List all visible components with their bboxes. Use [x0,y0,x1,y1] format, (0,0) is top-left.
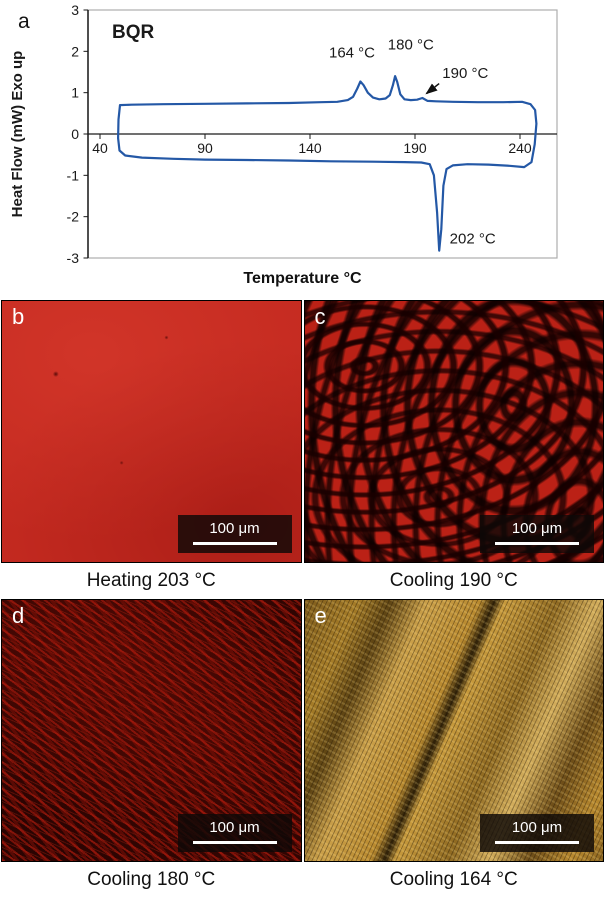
y-tick-label: -1 [67,167,80,183]
peak-annotation: 164 °C [329,45,375,62]
scale-bar-label: 100 μm [209,819,260,836]
peak-annotation: 180 °C [388,36,434,53]
caption-row-1: Heating 203 °C Cooling 190 °C [0,563,605,599]
y-tick-label: -2 [67,209,80,225]
y-axis-ticks: 3 2 1 0 -1 -2 -3 [67,2,88,266]
caption-row-2: Cooling 180 °C Cooling 164 °C [0,862,605,898]
x-tick-label: 240 [508,140,532,156]
x-axis-title: Temperature °C [243,270,362,287]
scale-bar-label: 100 μm [209,520,260,537]
panel-label-d: d [12,603,25,628]
y-axis-title: Heat Flow (mW) Exo up [9,51,26,218]
scale-bar-line [192,542,277,545]
scale-bar: 100 μm [480,515,594,553]
caption-cooling-164: Cooling 164 °C [389,869,518,890]
micrograph-cooling-180: d 100 μm [1,599,302,862]
micrograph-row-1: b 100 μm c 100 μm [0,300,605,563]
scale-bar-line [495,542,579,545]
caption-cooling-180: Cooling 180 °C [87,869,216,890]
scale-bar-label: 100 μm [511,520,563,537]
x-tick-label: 90 [197,140,213,156]
y-tick-label: 1 [71,85,79,101]
scale-bar: 100 μm [480,814,594,852]
micrograph-cooling-164: e 100 μm [303,599,604,862]
micrograph-heating-203: b 100 μm [1,300,302,563]
chart-annotations: 164 °C 180 °C 190 °C 202 °C [329,36,496,247]
panel-label-c: c [314,304,326,329]
scale-bar-label: 100 μm [511,819,563,836]
chart-title: BQR [112,22,155,43]
dsc-chart-section: a 3 2 1 0 -1 -2 -3 40 90 140 190 240 164 °C 180 °C 1… [0,0,605,300]
micrograph-row-2: d 100 μm e 100 μm [0,599,605,862]
caption-cooling-190: Cooling 190 °C [389,570,518,591]
x-tick-label: 190 [403,140,427,156]
peak-annotation: 190 °C [442,65,488,82]
y-tick-label: -3 [67,250,80,266]
scale-bar: 100 μm [177,515,292,553]
y-tick-label: 0 [71,126,79,142]
panel-label-a: a [18,10,30,33]
dsc-curve [117,75,538,252]
x-tick-label: 40 [92,140,108,156]
caption-heating-203: Heating 203 °C [86,570,216,591]
x-tick-label: 140 [298,140,322,156]
peak-annotation: 202 °C [450,231,496,248]
micrograph-cooling-190: c 100 μm [303,300,604,563]
scale-bar-line [495,841,579,844]
y-tick-label: 3 [71,2,79,18]
scale-bar: 100 μm [177,814,292,852]
x-axis-ticks: 40 90 140 190 240 [92,134,532,156]
panel-label-e: e [314,603,327,628]
scale-bar-line [192,841,277,844]
y-tick-label: 2 [71,43,79,59]
annotation-arrow [425,82,440,95]
dsc-chart: 3 2 1 0 -1 -2 -3 40 90 140 190 240 164 °C 180 °C 190… [9,2,558,266]
panel-label-b: b [12,304,25,329]
